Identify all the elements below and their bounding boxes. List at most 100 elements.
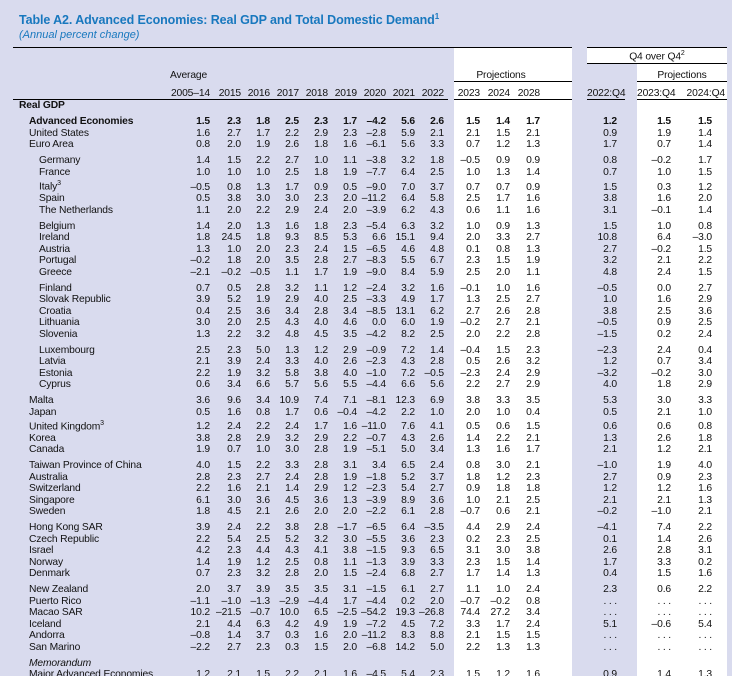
- cell: [637, 99, 682, 112]
- cell: –6.5: [366, 522, 387, 534]
- cell: [514, 99, 572, 112]
- cell: 2.4: [227, 522, 241, 534]
- cell: 2.0: [454, 328, 484, 340]
- spacer: [216, 64, 448, 82]
- cell: –6.1: [366, 139, 387, 151]
- cell: –0.2: [637, 150, 682, 167]
- spacer: [572, 139, 587, 151]
- cell: 2.4: [314, 243, 328, 255]
- cell: 2.2: [454, 641, 484, 654]
- row-label: Israel: [29, 545, 54, 557]
- cell: –3.0: [682, 232, 728, 244]
- cell: 2.6: [682, 533, 728, 546]
- cell: 3.4: [227, 379, 241, 390]
- cell: 1.1: [514, 266, 572, 278]
- cell: 0.3: [285, 641, 299, 653]
- cell: 1.4: [682, 127, 728, 140]
- cell: 2.3: [682, 471, 728, 484]
- cell: 6.1: [401, 584, 415, 596]
- cell: 3.2: [430, 220, 444, 232]
- spacer: [625, 232, 637, 244]
- spacer: [625, 607, 637, 619]
- cell: 74.4: [454, 607, 484, 619]
- row-label: Luxembourg: [39, 344, 95, 356]
- cell: 0.6: [196, 379, 210, 390]
- spacer: [572, 580, 587, 596]
- spacer: [625, 669, 637, 676]
- table-row: Advanced Economies 1.5 2.3 1.8 2.5 2.3 1.7 –4.2…: [13, 111, 728, 128]
- spacer: [625, 630, 637, 642]
- cell: 1.9: [256, 294, 270, 305]
- cell: 1.4: [285, 483, 299, 495]
- cell: 2.3: [227, 568, 241, 580]
- cell: –4.2: [366, 406, 387, 418]
- cell: 0.9: [514, 150, 572, 167]
- spacer: [572, 340, 587, 356]
- cell: 1.4: [682, 204, 728, 216]
- cell: 2.5: [196, 344, 210, 356]
- spacer: [625, 294, 637, 306]
- cell: 0.8: [256, 406, 270, 418]
- spacer: [572, 178, 587, 193]
- cell: 2.2: [343, 432, 357, 444]
- spacer: [625, 642, 637, 654]
- spacer: [572, 112, 587, 128]
- cell: 2.3: [256, 641, 270, 653]
- cell: 0.8: [514, 595, 572, 608]
- cell: 5.3: [343, 232, 357, 243]
- cell: 1.9: [256, 139, 270, 151]
- cell: 1.8: [314, 166, 328, 178]
- row-label: Slovak Republic: [39, 294, 111, 305]
- cell: 1.6: [343, 421, 357, 433]
- spacer: [572, 472, 587, 484]
- table-row: Switzerland 2.2 1.6 2.1 1.4 2.9 1.2 –2.3 5.4 2.7 0…: [13, 483, 728, 495]
- spacer: [625, 64, 637, 82]
- cell: [514, 653, 572, 670]
- cell: 5.0: [256, 344, 270, 356]
- cell: 1.7: [314, 266, 328, 278]
- cell: 1.5: [484, 255, 514, 267]
- col-header: 2018: [303, 81, 332, 101]
- cell: 1.2: [343, 282, 357, 294]
- cell: 5.3: [603, 395, 617, 406]
- cell: 1.4: [196, 220, 210, 232]
- page-title: Table A2. Advanced Economies: Real GDP a…: [19, 12, 440, 28]
- cell: 0.9: [454, 483, 484, 495]
- cell: 2.2: [274, 669, 303, 676]
- cell: 0.5: [196, 406, 210, 418]
- cell: 3.3: [484, 390, 514, 407]
- cell: 3.6: [430, 494, 444, 506]
- cell: [245, 100, 274, 112]
- cell: 0.7: [196, 568, 210, 580]
- spacer: [572, 232, 587, 244]
- cell: 0.9: [637, 471, 682, 484]
- cell: 6.4: [637, 232, 682, 244]
- cell: 2.0: [227, 139, 241, 151]
- cell: [161, 653, 216, 669]
- cell: 2.2: [196, 483, 210, 495]
- cell: –2.8: [366, 127, 387, 139]
- cell: 7.1: [343, 395, 357, 406]
- col-header: 2022:Q4: [587, 81, 626, 101]
- cell: 1.7: [343, 595, 357, 607]
- spacer: [625, 557, 637, 569]
- cell: 3.5: [343, 328, 357, 340]
- cell: –4.1: [597, 522, 618, 534]
- cell: 4.6: [401, 243, 415, 255]
- cell: 1.6: [343, 139, 357, 151]
- cell: 3.8: [603, 305, 617, 317]
- header-row-q4: Q4 over Q42: [13, 47, 728, 65]
- cell: –0.2: [597, 506, 618, 518]
- cell: 1.3: [256, 181, 270, 193]
- cell: 3.1: [603, 204, 617, 216]
- spacer: [625, 151, 637, 167]
- cell: . . .: [637, 595, 682, 608]
- cell: 0.5: [343, 181, 357, 193]
- cell: 2.3: [227, 545, 241, 557]
- table-row: United Kingdom3 1.2 2.4 2.2 2.4 1.7 1.6 –11.0 7.…: [13, 418, 728, 433]
- cell: [216, 100, 245, 112]
- cell: 2.2: [256, 522, 270, 534]
- cell: 2.5: [484, 294, 514, 306]
- cell: 2.6: [285, 139, 299, 151]
- row-label: Latvia: [39, 356, 66, 367]
